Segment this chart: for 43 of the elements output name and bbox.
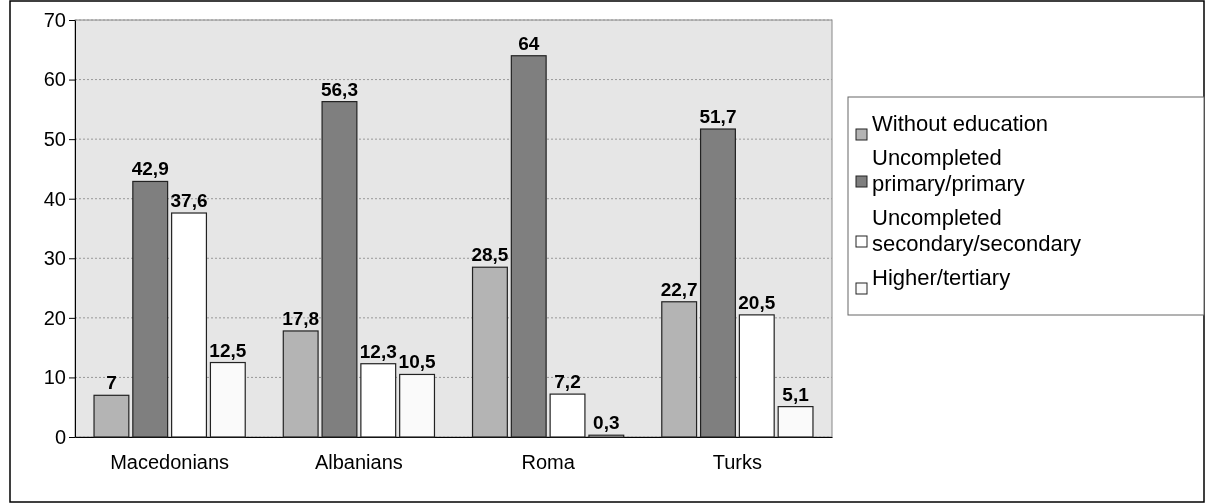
data-label: 42,9 bbox=[131, 158, 169, 180]
bar bbox=[209, 361, 246, 438]
y-tick-label: 30 bbox=[43, 247, 66, 270]
bar bbox=[399, 373, 436, 438]
y-tick-label: 10 bbox=[43, 366, 66, 389]
y-tick-label: 20 bbox=[43, 306, 66, 329]
y-tick-label: 0 bbox=[54, 425, 66, 448]
bar bbox=[171, 212, 208, 438]
data-label: 64 bbox=[518, 32, 540, 54]
y-tick-label: 50 bbox=[43, 128, 66, 151]
bar bbox=[93, 394, 130, 438]
data-label: 51,7 bbox=[699, 106, 737, 128]
y-tick-label: 60 bbox=[43, 68, 66, 91]
data-label: 0,3 bbox=[593, 412, 620, 434]
bar bbox=[738, 314, 775, 438]
data-label: 10,5 bbox=[398, 351, 436, 373]
legend-label: Uncompleted secondary/secondary bbox=[872, 205, 1082, 256]
y-tick-label: 70 bbox=[43, 8, 66, 31]
bar bbox=[471, 266, 508, 438]
bar bbox=[661, 301, 698, 438]
data-label: 17,8 bbox=[282, 307, 320, 329]
data-label: 7,2 bbox=[554, 371, 581, 393]
data-label: 5,1 bbox=[782, 383, 810, 405]
x-tick-label: Roma bbox=[521, 451, 576, 474]
x-tick-label: Macedonians bbox=[110, 451, 230, 474]
y-tick-label: 40 bbox=[43, 187, 66, 210]
bar bbox=[777, 406, 814, 438]
data-label: 12,3 bbox=[359, 340, 397, 362]
legend-label: Uncompleted primary/primary bbox=[872, 145, 1025, 196]
data-label: 12,5 bbox=[209, 339, 247, 361]
data-label: 7 bbox=[106, 372, 117, 394]
legend-label: Without education bbox=[872, 111, 1049, 136]
data-label: 56,3 bbox=[320, 78, 358, 100]
bar bbox=[282, 330, 319, 438]
x-tick-label: Turks bbox=[712, 451, 763, 474]
data-label: 20,5 bbox=[738, 291, 776, 313]
legend-label: Higher/tertiary bbox=[872, 265, 1011, 290]
bar bbox=[549, 393, 586, 438]
data-label: 28,5 bbox=[471, 244, 509, 266]
bar bbox=[360, 363, 397, 438]
data-label: 22,7 bbox=[660, 278, 698, 300]
data-label: 37,6 bbox=[170, 190, 208, 212]
x-tick-label: Albanians bbox=[314, 451, 403, 474]
